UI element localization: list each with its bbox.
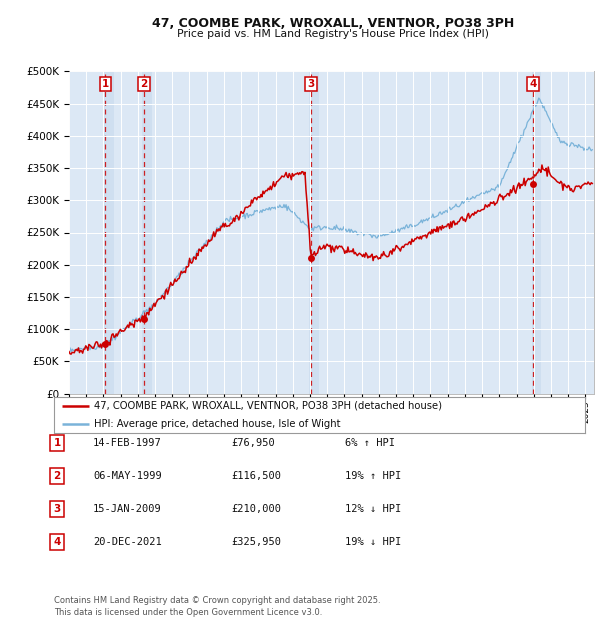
Text: 2: 2 [53,471,61,481]
Text: 15-JAN-2009: 15-JAN-2009 [93,504,162,514]
Text: 06-MAY-1999: 06-MAY-1999 [93,471,162,481]
Text: Price paid vs. HM Land Registry's House Price Index (HPI): Price paid vs. HM Land Registry's House … [177,29,489,39]
Text: 3: 3 [53,504,61,514]
Text: Contains HM Land Registry data © Crown copyright and database right 2025.
This d: Contains HM Land Registry data © Crown c… [54,596,380,617]
Text: 12% ↓ HPI: 12% ↓ HPI [345,504,401,514]
Text: £76,950: £76,950 [231,438,275,448]
Text: £210,000: £210,000 [231,504,281,514]
Text: 6% ↑ HPI: 6% ↑ HPI [345,438,395,448]
Text: 47, COOMBE PARK, WROXALL, VENTNOR, PO38 3PH: 47, COOMBE PARK, WROXALL, VENTNOR, PO38 … [152,17,514,30]
Text: 1: 1 [53,438,61,448]
Text: 4: 4 [530,79,537,89]
Text: 20-DEC-2021: 20-DEC-2021 [93,537,162,547]
Text: 47, COOMBE PARK, WROXALL, VENTNOR, PO38 3PH (detached house): 47, COOMBE PARK, WROXALL, VENTNOR, PO38 … [94,401,442,411]
Text: 2: 2 [140,79,148,89]
Bar [104,71,113,394]
Text: HPI: Average price, detached house, Isle of Wight: HPI: Average price, detached house, Isle… [94,418,340,429]
Bar [142,71,152,394]
Text: 1: 1 [102,79,109,89]
Bar [309,71,319,394]
Text: 4: 4 [53,537,61,547]
Text: £325,950: £325,950 [231,537,281,547]
Text: 14-FEB-1997: 14-FEB-1997 [93,438,162,448]
Text: 19% ↑ HPI: 19% ↑ HPI [345,471,401,481]
Text: £116,500: £116,500 [231,471,281,481]
Text: 3: 3 [307,79,314,89]
Bar [532,71,541,394]
Text: 19% ↓ HPI: 19% ↓ HPI [345,537,401,547]
